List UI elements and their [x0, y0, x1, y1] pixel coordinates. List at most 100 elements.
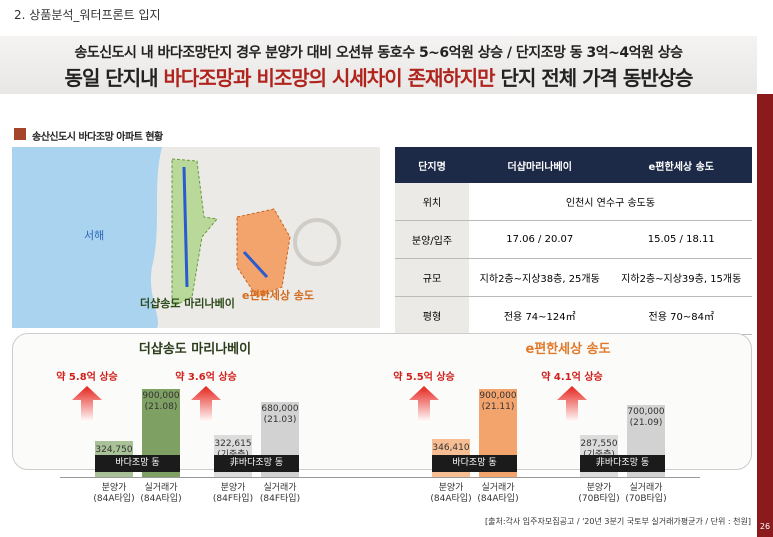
value-note: (21.11) [481, 402, 515, 412]
table-cell: 17.06 / 20.07 [469, 220, 611, 259]
x-label: 실거래가 (84A타입) [468, 483, 528, 505]
comparison-box [12, 333, 752, 470]
x-label-type: (84F타입) [212, 494, 254, 504]
x-label-type: (70B타입) [578, 494, 620, 504]
tag: 바다조망 동 [432, 455, 517, 472]
value-text: 900,000 [142, 391, 180, 401]
x-label: 실거래가 (70B타입) [616, 483, 676, 505]
x-label: 분양가 (84A타입) [421, 483, 481, 505]
table-cell: 전용 74~124㎡ [469, 296, 611, 335]
x-label-type: (84F타입) [259, 494, 301, 504]
x-label-name: 분양가 [101, 483, 127, 493]
increase-label: 약 5.5억 상승 [393, 372, 455, 383]
header-cell: e편한세상 송도 [610, 147, 752, 183]
x-label-name: 실거래가 [144, 483, 178, 493]
x-label: 실거래가 (84F타입) [250, 483, 310, 505]
header-row: 단지명 더샵마리나베이 e편한세상 송도 [395, 147, 752, 183]
up-arrow [72, 386, 102, 422]
table-cell: 평형 [395, 296, 469, 335]
group-title: e편한세상 송도 [525, 342, 611, 357]
x-label-type: (84A타입) [140, 494, 182, 504]
source: [출처:각사 입주자모집공고 / '20년 3분기 국토부 실거래가평균가 / … [485, 517, 751, 526]
table-cell: 분양/입주 [395, 220, 469, 259]
map: 서해 더샵송도 마리나베이 e편한세상 송도 [12, 147, 380, 328]
group-title: 더샵송도 마리나베이 [138, 342, 252, 357]
x-label-type: (70B타입) [625, 494, 667, 504]
sea [12, 147, 162, 328]
value-note: (21.09) [629, 418, 663, 428]
complex2-label: e편한세상 송도 [242, 288, 314, 302]
value-text: 900,000 [479, 391, 517, 401]
table-cell: 지하2층~지상38층, 25개동 [469, 258, 611, 297]
bar-value: 324,750 [89, 445, 139, 456]
sea-label: 서해 [84, 228, 104, 242]
tag: 바다조망 동 [95, 455, 180, 472]
x-label-type: (84A타입) [477, 494, 519, 504]
x-label-type: (84A타입) [430, 494, 472, 504]
value-text: 322,615 [214, 439, 252, 449]
x-label: 분양가 (84A타입) [84, 483, 144, 505]
headline-text: 단지 전체 가격 동반상승 [494, 66, 694, 90]
table-row: 분양/입주 17.06 / 20.07 15.05 / 18.11 [395, 220, 752, 259]
x-label-name: 실거래가 [263, 483, 297, 493]
table-row: 규모 지하2층~지상38층, 25개동 지하2층~지상39층, 15개동 [395, 258, 752, 297]
table-cell: 전용 70~84㎡ [610, 296, 752, 335]
table-cell: 지하2층~지상39층, 15개동 [610, 258, 752, 297]
up-arrow [191, 386, 221, 422]
headline-line1: 송도신도시 내 바다조망단지 경우 분양가 대비 오션뷰 동호수 5~6억원 상… [74, 45, 683, 61]
view-line [242, 250, 269, 279]
value-note: (21.08) [144, 402, 178, 412]
bar-value: 346,410 [426, 443, 476, 454]
x-label: 분양가 (84F타입) [203, 483, 263, 505]
value-note: (21.03) [263, 415, 297, 425]
value-text: 287,550 [580, 439, 618, 449]
value-text: 680,000 [261, 404, 299, 414]
up-arrow [409, 386, 439, 422]
value-text: 700,000 [627, 407, 665, 417]
headline-box [0, 36, 757, 94]
page-number: 26 [759, 522, 771, 531]
table-cell: 인천시 연수구 송도동 [469, 183, 752, 221]
bullet [14, 128, 26, 140]
section-title: 2. 상품분석_워터프론트 입지 [14, 8, 161, 22]
bar-value: 680,000 (21.03) [255, 404, 305, 426]
x-label: 분양가 (70B타입) [569, 483, 629, 505]
up-arrow [557, 386, 587, 422]
road [293, 218, 341, 266]
side-bar [757, 94, 773, 537]
complex1-label: 더샵송도 마리나베이 [140, 296, 235, 310]
table-row: 위치 인천시 연수구 송도동 [395, 183, 752, 221]
increase-label: 약 4.1억 상승 [541, 372, 603, 383]
view-line [182, 166, 189, 288]
bar-value: 900,000 (21.11) [473, 391, 523, 413]
comparison: 더샵송도 마리나베이 324,750 분양가 (84A타입) 900,000 (21.08… [56, 342, 700, 505]
x-label: 실거래가 (84A타입) [131, 483, 191, 505]
header-cell: 단지명 [395, 147, 469, 183]
headline-line2: 동일 단지내 바다조망과 비조망의 시세차이 존재하지만 단지 전체 가격 동반… [0, 62, 757, 91]
x-label-name: 분양가 [438, 483, 464, 493]
header-cell: 더샵마리나베이 [469, 147, 611, 183]
x-label-name: 실거래가 [629, 483, 663, 493]
table-cell: 규모 [395, 258, 469, 297]
x-label-type: (84A타입) [93, 494, 135, 504]
baseline [60, 477, 700, 478]
table-cell: 위치 [395, 183, 469, 221]
tag: 非바다조망 동 [580, 455, 665, 472]
headline-highlight: 바다조망과 비조망의 시세차이 존재하지만 [163, 66, 495, 90]
x-label-name: 분양가 [586, 483, 612, 493]
value-text: 324,750 [95, 445, 133, 455]
map-title: 송산신도시 바다조망 아파트 현황 [32, 132, 163, 143]
info-table: 단지명 더샵마리나베이 e편한세상 송도 위치 인천시 연수구 송도동 분양/입주 17.0… [395, 147, 752, 335]
value-text: 346,410 [432, 443, 470, 453]
x-label-name: 분양가 [220, 483, 246, 493]
complex2-area [236, 208, 291, 298]
bar-value: 700,000 (21.09) [621, 407, 671, 429]
x-label-name: 실거래가 [481, 483, 515, 493]
headline-text: 동일 단지내 [64, 66, 164, 90]
increase-label: 약 3.6억 상승 [175, 372, 237, 383]
tag: 非바다조망 동 [214, 455, 299, 472]
table-row: 평형 전용 74~124㎡ 전용 70~84㎡ [395, 296, 752, 335]
bar-value: 900,000 (21.08) [136, 391, 186, 413]
table-cell: 15.05 / 18.11 [610, 220, 752, 259]
